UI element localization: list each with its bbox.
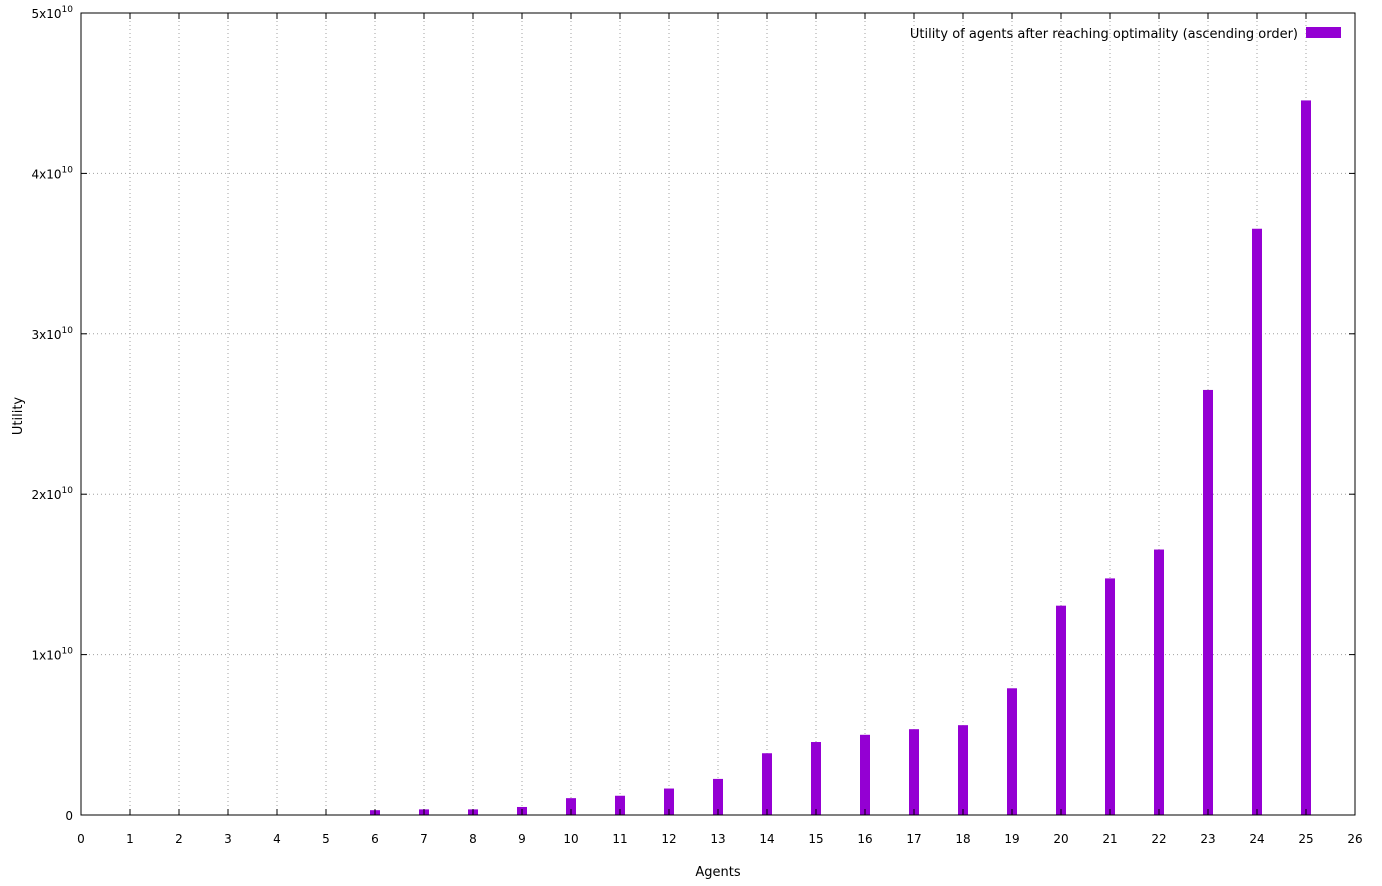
x-axis-label: Agents <box>695 865 740 880</box>
x-tick-label: 14 <box>759 832 774 846</box>
x-tick-label: 20 <box>1053 832 1068 846</box>
x-tick-labels: 0 1 2 3 4 5 6 7 8 9 10 11 12 13 14 15 16 17 18 19 20 21 22 23 24… <box>77 832 1362 846</box>
x-tick-label: 10 <box>563 832 578 846</box>
bar <box>909 729 919 815</box>
x-tick-label: 11 <box>612 832 627 846</box>
bar <box>1252 228 1262 815</box>
bar <box>1154 549 1164 815</box>
bars <box>370 100 1311 816</box>
bar <box>1203 389 1213 815</box>
y-tick-label: 4x1010 <box>32 165 74 181</box>
x-tick-label: 12 <box>661 832 676 846</box>
y-tick-label: 3x1010 <box>32 326 74 342</box>
bar <box>1056 605 1066 815</box>
plot-border <box>80 12 1356 816</box>
x-tick-label: 22 <box>1151 832 1166 846</box>
x-tick-label: 18 <box>955 832 970 846</box>
y-tick-label: 1x1010 <box>32 647 74 663</box>
bar <box>811 742 821 815</box>
x-tick-label: 15 <box>808 832 823 846</box>
y-tick-labels: 0 1x1010 2x1010 3x1010 4x1010 5x1010 <box>32 5 74 823</box>
y-tick-label: 2x1010 <box>32 486 74 502</box>
x-tick-label: 4 <box>273 832 281 846</box>
legend-swatch <box>1306 27 1341 38</box>
x-tick-label: 5 <box>322 832 330 846</box>
y-tick-label: 5x1010 <box>32 5 74 21</box>
bar <box>664 788 674 815</box>
x-tick-label: 19 <box>1004 832 1019 846</box>
y-tick-label: 0 <box>65 809 73 823</box>
x-tick-label: 7 <box>420 832 428 846</box>
x-tick-label: 6 <box>371 832 379 846</box>
bar <box>1007 688 1017 815</box>
x-tick-label: 17 <box>906 832 921 846</box>
bar <box>713 778 723 815</box>
bar <box>958 725 968 815</box>
x-tick-label: 13 <box>710 832 725 846</box>
x-tick-label: 0 <box>77 832 85 846</box>
bar <box>1301 100 1311 816</box>
legend-label: Utility of agents after reaching optimal… <box>910 27 1298 42</box>
x-tick-label: 26 <box>1347 832 1362 846</box>
x-tick-label: 2 <box>175 832 183 846</box>
bar <box>566 798 576 815</box>
x-tick-label: 8 <box>469 832 477 846</box>
x-tick-label: 21 <box>1102 832 1117 846</box>
x-tick-label: 16 <box>857 832 872 846</box>
y-axis-label: Utility <box>11 397 26 436</box>
bar <box>762 753 772 815</box>
x-tick-label: 23 <box>1200 832 1215 846</box>
x-tick-label: 24 <box>1249 832 1264 846</box>
bar <box>615 795 625 815</box>
x-tick-label: 25 <box>1298 832 1313 846</box>
legend: Utility of agents after reaching optimal… <box>910 27 1341 42</box>
bar <box>860 734 870 815</box>
bar <box>1105 578 1115 815</box>
x-tick-label: 3 <box>224 832 232 846</box>
x-tick-label: 1 <box>126 832 134 846</box>
x-tick-label: 9 <box>518 832 526 846</box>
